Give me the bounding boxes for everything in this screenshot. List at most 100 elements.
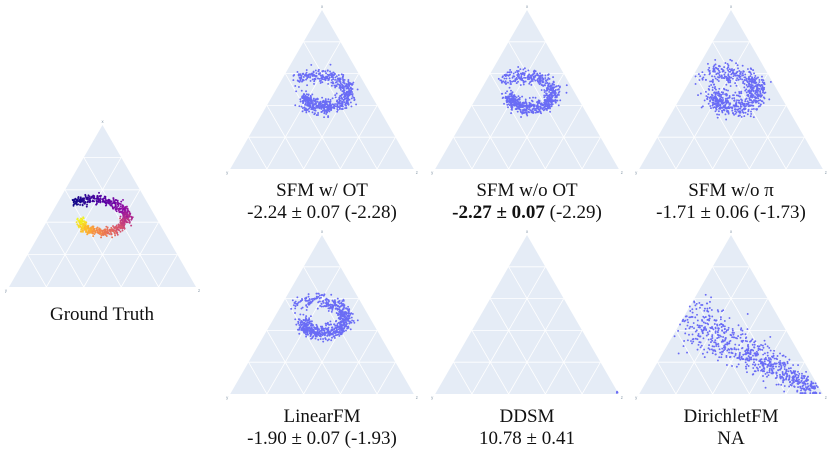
- axis-tick-label-left: y: [431, 395, 434, 400]
- scatter-point: [738, 353, 741, 356]
- scatter-point: [787, 370, 790, 373]
- scatter-point: [545, 92, 548, 95]
- scatter-point: [299, 73, 302, 76]
- scatter-point: [508, 77, 511, 80]
- scatter-point: [701, 78, 704, 81]
- scatter-point: [752, 354, 754, 357]
- scatter-point: [504, 92, 507, 95]
- scatter-point: [86, 232, 89, 235]
- scatter-point: [744, 337, 747, 340]
- gridline: [266, 330, 304, 395]
- scatter-point: [731, 112, 734, 114]
- scatter-point: [330, 74, 333, 77]
- scatter-point: [91, 231, 94, 233]
- scatter-point: [331, 97, 334, 100]
- scatter-point: [306, 306, 309, 308]
- scatter-point: [727, 326, 730, 329]
- ternary-plot-linearfm: xy z: [226, 229, 418, 400]
- scatter-point: [517, 72, 520, 75]
- scatter-point: [312, 328, 315, 331]
- gridline: [657, 136, 677, 170]
- scatter-point: [530, 75, 533, 77]
- scatter-point: [82, 217, 85, 220]
- scatter-point: [313, 113, 316, 116]
- scatter-point: [761, 361, 764, 364]
- scatter-point: [519, 103, 522, 106]
- scatter-point: [335, 327, 338, 330]
- scatter-point: [721, 329, 724, 332]
- scatter-point: [333, 323, 336, 326]
- scatter-point: [685, 315, 688, 318]
- scatter-point: [742, 80, 745, 83]
- scatter-point: [530, 109, 533, 112]
- scatter-point: [716, 323, 718, 326]
- scatter-point: [305, 315, 308, 318]
- caption-score: 10.78 ± 0.41: [479, 428, 575, 449]
- scatter-point: [707, 310, 710, 313]
- scatter-point: [353, 96, 356, 99]
- scatter-point: [330, 293, 333, 296]
- scatter-point: [309, 79, 312, 82]
- scatter-point: [298, 332, 301, 335]
- scatter-point: [507, 106, 509, 109]
- axis-tick-label-left: y: [635, 395, 638, 400]
- scatter-point: [538, 102, 541, 104]
- scatter-point: [774, 362, 777, 365]
- scatter-point: [123, 227, 126, 229]
- scatter-point: [734, 354, 737, 356]
- scatter-point: [751, 87, 754, 90]
- scatter-point: [507, 81, 509, 84]
- scatter-point: [699, 335, 702, 338]
- scatter-point: [333, 299, 336, 302]
- scatter-point: [766, 371, 769, 374]
- scatter-point: [128, 210, 131, 213]
- scatter-point: [706, 318, 709, 321]
- scatter-point: [323, 108, 326, 111]
- scatter-point: [347, 311, 350, 314]
- scatter-point: [699, 324, 701, 327]
- scatter-point: [522, 83, 525, 86]
- scatter-point: [746, 371, 748, 374]
- scatter-point: [514, 78, 517, 81]
- scatter-point: [298, 318, 301, 321]
- scatter-point: [333, 84, 336, 87]
- scatter-point: [338, 77, 341, 80]
- scatter-point: [733, 108, 736, 111]
- scatter-point: [726, 99, 729, 102]
- scatter-point: [768, 371, 771, 374]
- scatter-point: [741, 340, 744, 343]
- scatter-point: [708, 344, 711, 347]
- scatter-point: [734, 74, 736, 77]
- scatter-point: [733, 355, 736, 358]
- scatter-point: [713, 70, 716, 73]
- scatter-point: [747, 108, 750, 111]
- scatter-point: [699, 92, 702, 95]
- scatter-point: [758, 360, 761, 362]
- scatter-point: [704, 322, 707, 325]
- scatter-point: [684, 327, 687, 330]
- scatter-point: [101, 230, 104, 233]
- scatter-point: [708, 317, 711, 320]
- scatter-point: [705, 334, 708, 337]
- scatter-point: [719, 316, 722, 319]
- scatter-point: [110, 204, 113, 207]
- scatter-point: [744, 333, 747, 336]
- scatter-point: [321, 96, 324, 99]
- scatter-point: [334, 334, 337, 337]
- scatter-point: [89, 230, 91, 232]
- scatter-point: [695, 329, 698, 332]
- scatter-point: [738, 99, 741, 102]
- scatter-point: [302, 73, 305, 76]
- scatter-point: [105, 235, 108, 237]
- simplex-background: [8, 125, 197, 287]
- scatter-point: [114, 208, 117, 211]
- scatter-point: [766, 375, 768, 378]
- scatter-point: [119, 217, 121, 220]
- scatter-point: [330, 104, 333, 107]
- scatter-point: [336, 334, 338, 336]
- scatter-point: [779, 363, 782, 366]
- scatter-point: [102, 197, 105, 200]
- scatter-point: [740, 92, 743, 95]
- scatter-point: [743, 105, 746, 108]
- scatter-point: [304, 331, 306, 334]
